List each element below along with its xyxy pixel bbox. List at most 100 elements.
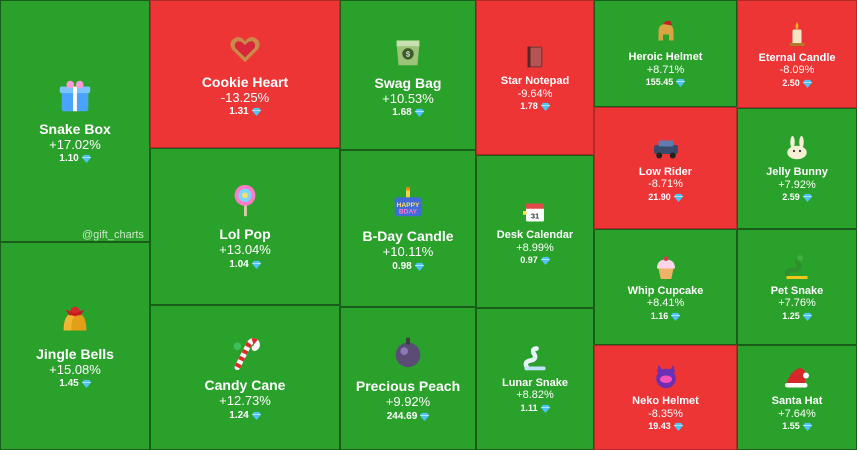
diamond-icon: [540, 257, 550, 266]
tile-price-value: 1.10: [59, 153, 79, 165]
tile-change: -8.71%: [648, 178, 683, 191]
bells-icon: [56, 302, 94, 340]
diamond-icon: [673, 193, 683, 202]
tile-name: Jingle Bells: [36, 345, 114, 362]
treemap-tile[interactable]: Cookie Heart -13.25% 1.31: [150, 0, 340, 148]
tile-price: 1.68: [392, 106, 424, 119]
treemap-tile[interactable]: Jingle Bells +15.08% 1.45: [0, 242, 150, 450]
diamond-icon: [540, 404, 550, 413]
diamond-icon: [420, 412, 430, 421]
tile-price: 2.50: [782, 78, 812, 90]
treemap-tile[interactable]: Snake Box +17.02% 1.10: [0, 0, 150, 242]
diamond-icon: [251, 260, 261, 269]
diamond-icon: [81, 380, 91, 389]
treemap-tile[interactable]: Lol Pop +13.04% 1.04: [150, 148, 340, 305]
tile-change: +9.92%: [385, 394, 431, 410]
treemap-tile[interactable]: $ Swag Bag +10.53% 1.68: [340, 0, 476, 150]
tile-price-value: 1.04: [229, 258, 249, 270]
tile-change: +10.11%: [382, 244, 434, 260]
tile-name: Desk Calendar: [496, 229, 574, 242]
bunny-icon: [782, 133, 812, 163]
calendar-icon: 31: [520, 196, 550, 226]
tile-name: Jelly Bunny: [766, 166, 828, 179]
tile-price-value: 155.45: [645, 77, 674, 88]
diamond-icon: [81, 155, 91, 164]
diamond-icon: [251, 108, 261, 117]
tile-name: Pet Snake: [770, 284, 824, 297]
tile-price: 1.78: [520, 101, 550, 113]
tile-price-value: 2.59: [782, 192, 800, 203]
tile-price: 19.43: [648, 421, 683, 433]
helmet-icon: [651, 18, 681, 48]
tile-price-value: 2.50: [782, 77, 800, 88]
treemap-tile[interactable]: Santa Hat +7.64% 1.55: [737, 345, 857, 450]
tile-change: +15.08%: [49, 361, 101, 377]
treemap-tile[interactable]: Candy Cane +12.73% 1.24: [150, 305, 340, 450]
tile-change: +7.92%: [778, 178, 816, 191]
tile-name: B-Day Candle: [362, 228, 454, 245]
cupcake-icon: [651, 252, 681, 282]
tile-price-value: 1.45: [59, 378, 79, 390]
snake-icon: [520, 344, 550, 374]
treemap-tile[interactable]: Whip Cupcake +8.41% 1.16: [594, 229, 737, 345]
tile-price: 1.31: [229, 105, 261, 118]
diamond-icon: [676, 79, 686, 88]
treemap-tile[interactable]: Neko Helmet -8.35% 19.43: [594, 345, 737, 450]
svg-text:$: $: [406, 49, 411, 58]
tile-price: 21.90: [648, 192, 683, 204]
diamond-icon: [251, 411, 261, 420]
tile-name: Lol Pop: [219, 226, 271, 243]
pet-snake-icon: [782, 252, 812, 282]
tile-price: 1.10: [59, 152, 91, 165]
tile-price: 0.98: [392, 260, 424, 273]
tile-price-value: 1.55: [782, 421, 800, 432]
svg-text:HAPPY: HAPPY: [397, 202, 420, 209]
tile-price: 1.04: [229, 258, 261, 271]
diamond-icon: [414, 109, 424, 118]
tile-name: Swag Bag: [374, 74, 442, 91]
tile-change: -8.09%: [779, 64, 815, 77]
treemap-tile[interactable]: Low Rider -8.71% 21.90: [594, 107, 737, 229]
treemap-tile[interactable]: Precious Peach +9.92% 244.69: [340, 307, 476, 450]
tile-name: Low Rider: [638, 165, 693, 178]
watermark: @gift_charts: [82, 229, 144, 241]
tile-name: Lunar Snake: [501, 376, 569, 389]
diamond-icon: [673, 423, 683, 432]
lollipop-icon: [226, 182, 264, 220]
tile-price-value: 1.25: [782, 310, 800, 321]
diamond-icon: [414, 262, 424, 271]
treemap-tile[interactable]: 31 Desk Calendar +8.99% 0.97: [476, 155, 594, 308]
tile-price: 1.16: [651, 311, 681, 323]
notepad-icon: [520, 42, 550, 72]
tile-price-value: 244.69: [386, 410, 418, 422]
tile-price: 1.11: [520, 403, 550, 415]
tile-price-value: 0.98: [392, 260, 412, 272]
diamond-icon: [802, 79, 812, 88]
treemap-tile[interactable]: Star Notepad -9.64% 1.78: [476, 0, 594, 155]
santa-hat-icon: [782, 362, 812, 392]
tile-price: 1.25: [782, 311, 812, 323]
diamond-icon: [802, 423, 812, 432]
tile-change: -13.25%: [220, 89, 270, 105]
birthday-candle-icon: HAPPY BDAY: [389, 184, 427, 222]
svg-text:BDAY: BDAY: [399, 209, 418, 216]
peach-icon: [389, 334, 427, 372]
treemap-tile[interactable]: Jelly Bunny +7.92% 2.59: [737, 108, 857, 229]
tile-name: Cookie Heart: [201, 73, 289, 90]
candle-icon: [782, 19, 812, 49]
tile-change: -9.64%: [517, 87, 553, 100]
treemap-tile[interactable]: Eternal Candle -8.09% 2.50: [737, 0, 857, 108]
tile-price: 1.24: [229, 409, 261, 422]
tile-price-value: 19.43: [648, 421, 671, 432]
bag-icon: $: [389, 31, 427, 69]
treemap-tile[interactable]: Lunar Snake +8.82% 1.11: [476, 308, 594, 450]
treemap-tile[interactable]: HAPPY BDAY B-Day Candle +10.11% 0.98: [340, 150, 476, 307]
tile-price-value: 1.31: [229, 106, 249, 118]
treemap-tile[interactable]: Heroic Helmet +8.71% 155.45: [594, 0, 737, 107]
cookie-heart-icon: [226, 30, 264, 68]
treemap-tile[interactable]: Pet Snake +7.76% 1.25: [737, 229, 857, 345]
tile-name: Candy Cane: [204, 377, 286, 394]
tile-change: +8.41%: [646, 297, 685, 310]
tile-price: 244.69: [387, 410, 430, 423]
